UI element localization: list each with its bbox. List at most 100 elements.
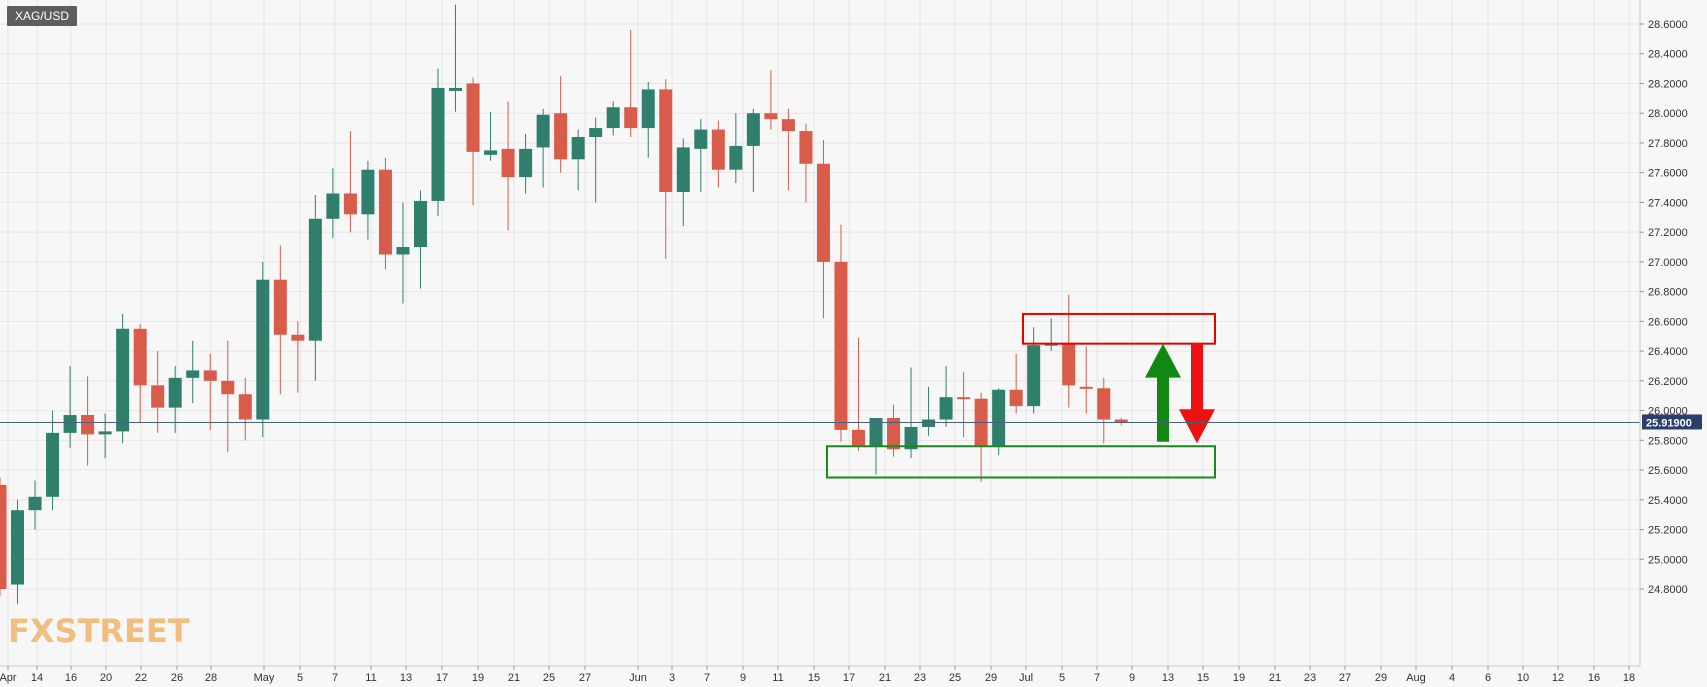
candle-body xyxy=(676,147,690,193)
x-tick-label: 25 xyxy=(543,672,555,684)
candle-body xyxy=(449,87,463,91)
x-tick-label: 13 xyxy=(1162,672,1174,684)
candle xyxy=(11,499,25,604)
candle xyxy=(659,79,673,259)
candle xyxy=(186,340,200,404)
x-tick-label: 19 xyxy=(1233,672,1245,684)
candle-body xyxy=(641,89,655,129)
candle xyxy=(63,365,77,448)
candle xyxy=(1079,346,1093,414)
candle-body xyxy=(624,107,638,129)
candle-body xyxy=(904,426,918,450)
x-tick-label: 18 xyxy=(1623,672,1635,684)
candle xyxy=(133,324,147,423)
candle xyxy=(1044,318,1058,352)
x-tick-label: 20 xyxy=(100,672,112,684)
candle xyxy=(1097,377,1111,444)
x-tick-label: 21 xyxy=(508,672,520,684)
candle-body xyxy=(957,397,971,400)
y-tick-label: 28.2000 xyxy=(1648,78,1688,90)
candle-body xyxy=(46,432,60,497)
candle-body xyxy=(63,415,77,433)
up-arrow xyxy=(1145,343,1181,442)
candles xyxy=(0,4,1128,604)
candle-body xyxy=(519,148,533,178)
x-tick-label: 5 xyxy=(297,672,303,684)
candle-body xyxy=(203,370,217,381)
y-tick-label: 25.8000 xyxy=(1648,435,1688,447)
candle xyxy=(1027,327,1041,414)
x-tick-label: 7 xyxy=(1094,672,1100,684)
candle xyxy=(676,138,690,227)
candle-body xyxy=(466,83,480,152)
candle-body xyxy=(378,169,392,255)
x-tick-label: 5 xyxy=(1059,672,1065,684)
candle xyxy=(466,77,480,206)
candle-body xyxy=(1062,343,1076,386)
candle xyxy=(1114,418,1128,426)
candle-body xyxy=(221,380,235,395)
candle xyxy=(168,365,182,433)
y-tick-label: 27.4000 xyxy=(1648,197,1688,209)
x-tick-label: 16 xyxy=(65,672,77,684)
candle xyxy=(992,388,1006,456)
x-tick-label: 29 xyxy=(1375,672,1387,684)
y-tick-label: 27.8000 xyxy=(1648,138,1688,150)
y-tick-label: 26.2000 xyxy=(1648,376,1688,388)
y-tick-label: 25.4000 xyxy=(1648,495,1688,507)
candle-body xyxy=(887,418,901,450)
y-tick-label: 28.0000 xyxy=(1648,108,1688,120)
x-tick-label: 4 xyxy=(1449,672,1455,684)
x-tick-label: 3 xyxy=(669,672,675,684)
candle-body xyxy=(851,429,865,447)
watermark: FXSTREET xyxy=(8,612,190,650)
x-tick-label: 17 xyxy=(843,672,855,684)
y-tick-label: 25.0000 xyxy=(1648,554,1688,566)
candle-body xyxy=(501,148,515,178)
candle-body xyxy=(1027,345,1041,407)
resistance-box xyxy=(1022,312,1216,345)
candle-body xyxy=(589,128,603,137)
x-tick-label: 15 xyxy=(1197,672,1209,684)
candle xyxy=(238,377,252,441)
candle xyxy=(641,81,655,158)
y-tick-label: 27.6000 xyxy=(1648,168,1688,180)
candle xyxy=(904,367,918,459)
candle-body xyxy=(238,394,252,420)
candle xyxy=(554,76,568,173)
candle-body xyxy=(11,510,25,585)
candle xyxy=(484,111,498,161)
x-tick-label: Aug xyxy=(1406,672,1426,684)
candle xyxy=(46,410,60,511)
candle xyxy=(606,101,620,136)
candle xyxy=(746,108,760,193)
y-tick-label: 24.8000 xyxy=(1648,584,1688,596)
candle-body xyxy=(729,145,743,170)
x-tick-label: 19 xyxy=(472,672,484,684)
candle-body xyxy=(1114,419,1128,423)
candle-body xyxy=(431,87,445,201)
x-tick-label: 7 xyxy=(704,672,710,684)
candle xyxy=(116,313,130,444)
symbol-badge[interactable]: XAG/USD xyxy=(7,6,78,26)
candle xyxy=(816,139,830,319)
candle-body xyxy=(1044,343,1058,346)
candle xyxy=(799,123,813,203)
candle-body xyxy=(81,415,95,435)
candle-body xyxy=(764,113,778,120)
x-tick-label: 7 xyxy=(332,672,338,684)
candle-body xyxy=(326,193,340,219)
candle-body xyxy=(939,397,953,420)
y-tick-label: 28.6000 xyxy=(1648,19,1688,31)
x-tick-label: 9 xyxy=(740,672,746,684)
x-tick-label: Jun xyxy=(629,672,647,684)
candle-body xyxy=(168,377,182,408)
candle xyxy=(431,68,445,216)
y-tick-label: 27.0000 xyxy=(1648,257,1688,269)
candle-body xyxy=(922,419,936,427)
x-tick-label: 22 xyxy=(135,672,147,684)
grid xyxy=(0,0,1640,666)
candle xyxy=(343,131,357,233)
candle xyxy=(151,351,165,433)
candle-body xyxy=(98,431,112,435)
